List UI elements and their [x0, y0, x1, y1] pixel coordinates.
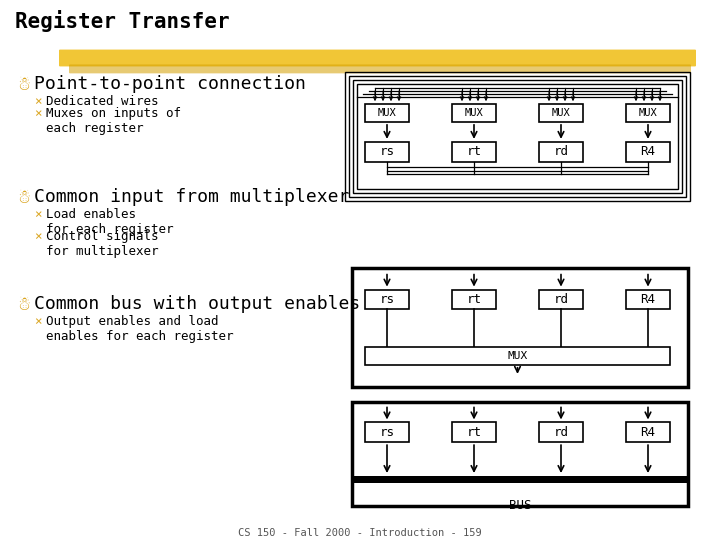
Text: Load enables
for each register: Load enables for each register — [46, 208, 174, 236]
Text: MUX: MUX — [508, 351, 528, 361]
Text: R4: R4 — [641, 145, 655, 158]
Text: rd: rd — [554, 293, 569, 306]
Bar — [452, 422, 496, 442]
Text: ×: × — [34, 230, 42, 243]
Text: MUX: MUX — [464, 108, 483, 118]
Text: rt: rt — [467, 293, 482, 306]
Text: MUX: MUX — [377, 108, 397, 118]
Bar — [365, 422, 409, 442]
Text: Point-to-point connection: Point-to-point connection — [34, 76, 306, 93]
Text: Muxes on inputs of
each register: Muxes on inputs of each register — [46, 107, 181, 135]
Text: Common input from multiplexer: Common input from multiplexer — [34, 188, 349, 206]
Bar — [357, 84, 678, 190]
Text: rt: rt — [467, 426, 482, 439]
Text: Register Transfer: Register Transfer — [15, 10, 230, 32]
Text: CS 150 - Fall 2000 - Introduction - 159: CS 150 - Fall 2000 - Introduction - 159 — [238, 529, 482, 538]
Text: rs: rs — [379, 426, 395, 439]
Bar — [452, 142, 496, 161]
Text: rs: rs — [379, 293, 395, 306]
Bar — [353, 80, 682, 193]
Text: MUX: MUX — [552, 108, 570, 118]
Text: Output enables and load
enables for each register: Output enables and load enables for each… — [46, 315, 233, 343]
Bar — [352, 268, 688, 387]
Text: R4: R4 — [641, 426, 655, 439]
Bar — [365, 347, 670, 365]
Bar — [352, 476, 688, 483]
Text: ☃: ☃ — [18, 76, 30, 94]
Text: Control signals
for multiplexer: Control signals for multiplexer — [46, 230, 158, 258]
Text: rd: rd — [554, 145, 569, 158]
Text: BUS: BUS — [509, 499, 531, 512]
Bar — [539, 422, 583, 442]
Text: Common bus with output enables: Common bus with output enables — [34, 295, 360, 313]
Text: R4: R4 — [641, 293, 655, 306]
Bar — [626, 104, 670, 122]
Bar — [626, 289, 670, 309]
Bar — [539, 104, 583, 122]
Text: rt: rt — [467, 145, 482, 158]
Bar — [626, 142, 670, 161]
Bar — [539, 142, 583, 161]
Bar — [365, 104, 409, 122]
Bar — [539, 289, 583, 309]
Bar — [352, 402, 688, 505]
Text: ☃: ☃ — [18, 295, 30, 314]
Bar — [349, 76, 686, 197]
Bar — [452, 289, 496, 309]
Text: ×: × — [34, 107, 42, 120]
Text: rs: rs — [379, 145, 395, 158]
Text: ☃: ☃ — [18, 188, 30, 207]
Bar — [345, 72, 690, 201]
FancyBboxPatch shape — [69, 64, 691, 73]
Bar — [365, 142, 409, 161]
FancyBboxPatch shape — [59, 50, 696, 66]
Bar — [365, 289, 409, 309]
Text: MUX: MUX — [639, 108, 657, 118]
Text: ×: × — [34, 95, 42, 108]
Text: rd: rd — [554, 426, 569, 439]
Text: ×: × — [34, 315, 42, 328]
Text: ×: × — [34, 208, 42, 221]
Text: Dedicated wires: Dedicated wires — [46, 95, 158, 108]
Bar — [452, 104, 496, 122]
Bar — [626, 422, 670, 442]
